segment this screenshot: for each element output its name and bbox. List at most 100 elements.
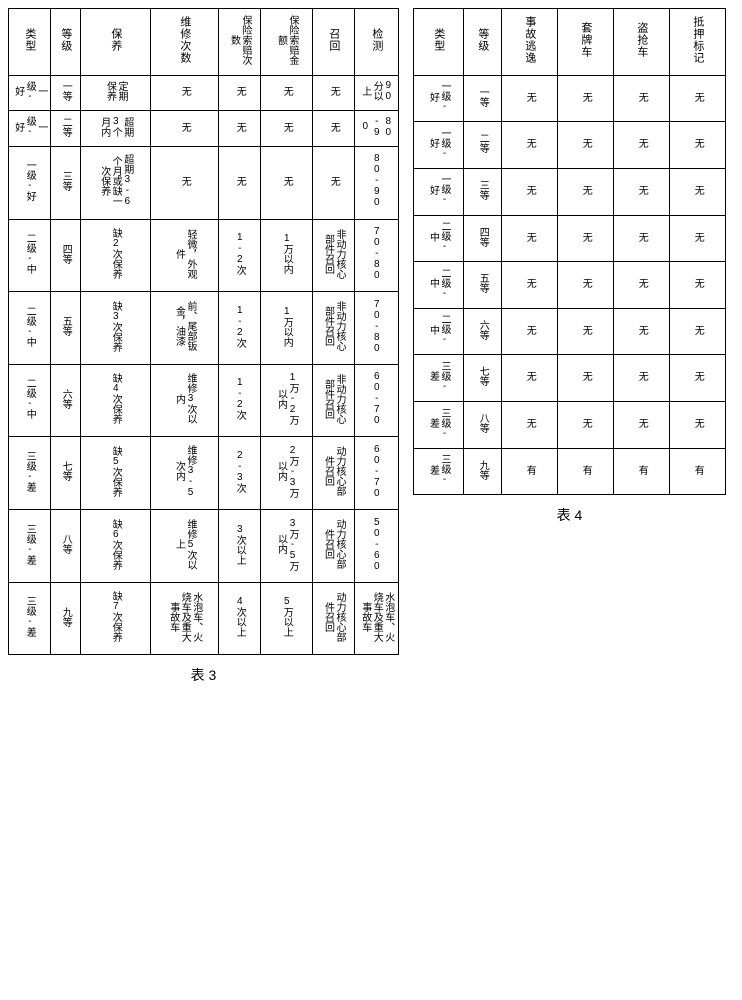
table3-h3: 维修次数 bbox=[151, 9, 219, 76]
table-cell: 动力核心部件召回 bbox=[313, 437, 355, 510]
cell-text: 有 bbox=[691, 463, 705, 477]
cell-text: 非动力核心部件召回 bbox=[321, 368, 346, 430]
cell-text: 1-2次 bbox=[233, 303, 247, 350]
table-cell: 90分以上 bbox=[355, 75, 399, 111]
cell-text: 定期保养 bbox=[103, 77, 128, 106]
table-cell: 有 bbox=[558, 448, 614, 495]
table-row: 一级-好一等无无无无 bbox=[414, 75, 726, 122]
cell-text: 无 bbox=[327, 174, 341, 188]
table-cell: 一级-好 bbox=[414, 75, 464, 122]
cell-text: 一等 bbox=[476, 85, 490, 109]
cell-text: 三级-差 bbox=[426, 405, 451, 441]
table-cell: 无 bbox=[670, 215, 726, 262]
table3-wrap: 类型 等级 保养 维修次数 保险索赔次数 保险索赔金额 召回 检测 一级-好一等… bbox=[8, 8, 399, 685]
cell-text: 80-90 bbox=[370, 151, 384, 210]
table-cell: 三级-差 bbox=[414, 402, 464, 449]
table3-h1: 等级 bbox=[51, 9, 81, 76]
table4-h2: 事故逃逸 bbox=[502, 9, 558, 76]
cell-text: 一级-好 bbox=[11, 79, 48, 104]
cell-text: 非动力核心部件召回 bbox=[321, 295, 346, 357]
table-cell: 九等 bbox=[464, 448, 502, 495]
table4-header-row: 类型 等级 事故逃逸 套牌车 盗抢车 抵押标记 bbox=[414, 9, 726, 76]
table-cell: 1-2次 bbox=[219, 292, 261, 365]
table-cell: 无 bbox=[558, 308, 614, 355]
table-cell: 1万以内 bbox=[261, 219, 313, 292]
cell-text: 无 bbox=[635, 369, 649, 383]
table-row: 一级-好三等超期3-6个月或缺一次保养无无无无80-90 bbox=[9, 146, 399, 219]
cell-text: 无 bbox=[635, 183, 649, 197]
table-cell: 五等 bbox=[51, 292, 81, 365]
table-cell: 三级-差 bbox=[414, 355, 464, 402]
cell-text: 缺6次保养 bbox=[109, 517, 123, 572]
table-cell: 无 bbox=[558, 168, 614, 215]
cell-text: 3万-5万以内 bbox=[274, 513, 299, 575]
cell-text: 一等 bbox=[59, 79, 73, 103]
table-cell: 二级-中 bbox=[9, 292, 51, 365]
cell-text: 无 bbox=[635, 416, 649, 430]
table4-body: 一级-好一等无无无无一级-好二等无无无无一级-好三等无无无无二级-中四等无无无无… bbox=[414, 75, 726, 495]
table-cell: 五等 bbox=[464, 262, 502, 309]
table-cell: 无 bbox=[261, 111, 313, 147]
table-cell: 1-2次 bbox=[219, 364, 261, 437]
t4-h0-label: 类型 bbox=[430, 24, 447, 56]
cell-text: 4次以上 bbox=[233, 594, 247, 639]
table-row: 二级-中四等缺2次保养轻微，外观件1-2次1万以内非动力核心部件召回70-80 bbox=[9, 219, 399, 292]
cell-text: 3次以上 bbox=[233, 522, 247, 567]
cell-text: 轻微，外观件 bbox=[172, 223, 197, 285]
table-cell: 维修3次以内 bbox=[151, 364, 219, 437]
cell-text: 无 bbox=[178, 84, 192, 98]
cell-text: 无 bbox=[523, 136, 537, 150]
table-cell: 三级-差 bbox=[9, 582, 51, 655]
table-cell: 60-70 bbox=[355, 437, 399, 510]
table-cell: 九等 bbox=[51, 582, 81, 655]
table-cell: 无 bbox=[151, 146, 219, 219]
cell-text: 60-70 bbox=[370, 442, 384, 501]
table-cell: 八等 bbox=[464, 402, 502, 449]
table-cell: 一级-好 bbox=[414, 122, 464, 169]
table3-h5: 保险索赔金额 bbox=[261, 9, 313, 76]
t4-h5-label: 抵押标记 bbox=[689, 12, 706, 68]
cell-text: 2万-3万以内 bbox=[274, 440, 299, 502]
cell-text: 一级-好 bbox=[23, 158, 37, 203]
cell-text: 无 bbox=[691, 90, 705, 104]
cell-text: 二级-中 bbox=[426, 219, 451, 255]
cell-text: 无 bbox=[579, 90, 593, 104]
cell-text: 三等 bbox=[59, 169, 73, 193]
cell-text: 五等 bbox=[59, 314, 73, 338]
cell-text: 无 bbox=[691, 369, 705, 383]
table-cell: 无 bbox=[614, 355, 670, 402]
cell-text: 三级-差 bbox=[426, 358, 451, 394]
cell-text: 七等 bbox=[476, 364, 490, 388]
cell-text: 水泡车、火烧车及重大事故车 bbox=[358, 586, 395, 648]
cell-text: 二级-中 bbox=[23, 376, 37, 421]
table-cell: 六等 bbox=[464, 308, 502, 355]
table-cell: 二级-中 bbox=[414, 215, 464, 262]
cell-text: 缺2次保养 bbox=[109, 226, 123, 281]
table-cell: 4次以上 bbox=[219, 582, 261, 655]
table-cell: 无 bbox=[670, 75, 726, 122]
cell-text: 二级-中 bbox=[23, 304, 37, 349]
cell-text: 无 bbox=[523, 416, 537, 430]
table-cell: 无 bbox=[670, 122, 726, 169]
table3-header-row: 类型 等级 保养 维修次数 保险索赔次数 保险索赔金额 召回 检测 bbox=[9, 9, 399, 76]
cell-text: 1-2次 bbox=[233, 230, 247, 277]
cell-text: 无 bbox=[523, 90, 537, 104]
table-cell: 二级-中 bbox=[414, 308, 464, 355]
table3-body: 一级-好一等定期保养无无无无90分以上一级-好二等超期3个月内无无无无80-90… bbox=[9, 75, 399, 655]
cell-text: 无 bbox=[523, 323, 537, 337]
table-cell: 70-80 bbox=[355, 219, 399, 292]
cell-text: 维修3-5次内 bbox=[172, 440, 197, 502]
table-cell: 2万-3万以内 bbox=[261, 437, 313, 510]
t3-h3-label: 维修次数 bbox=[176, 12, 193, 68]
cell-text: 无 bbox=[635, 136, 649, 150]
table3-caption: 表 3 bbox=[191, 665, 217, 685]
table-cell: 无 bbox=[313, 146, 355, 219]
cell-text: 三级-差 bbox=[23, 449, 37, 494]
table4-head: 类型 等级 事故逃逸 套牌车 盗抢车 抵押标记 bbox=[414, 9, 726, 76]
table4-h3: 套牌车 bbox=[558, 9, 614, 76]
table-cell: 无 bbox=[151, 75, 219, 111]
cell-text: 无 bbox=[327, 84, 341, 98]
cell-text: 三级-差 bbox=[23, 522, 37, 567]
cell-text: 二级-中 bbox=[426, 265, 451, 301]
cell-text: 二级-中 bbox=[23, 231, 37, 276]
